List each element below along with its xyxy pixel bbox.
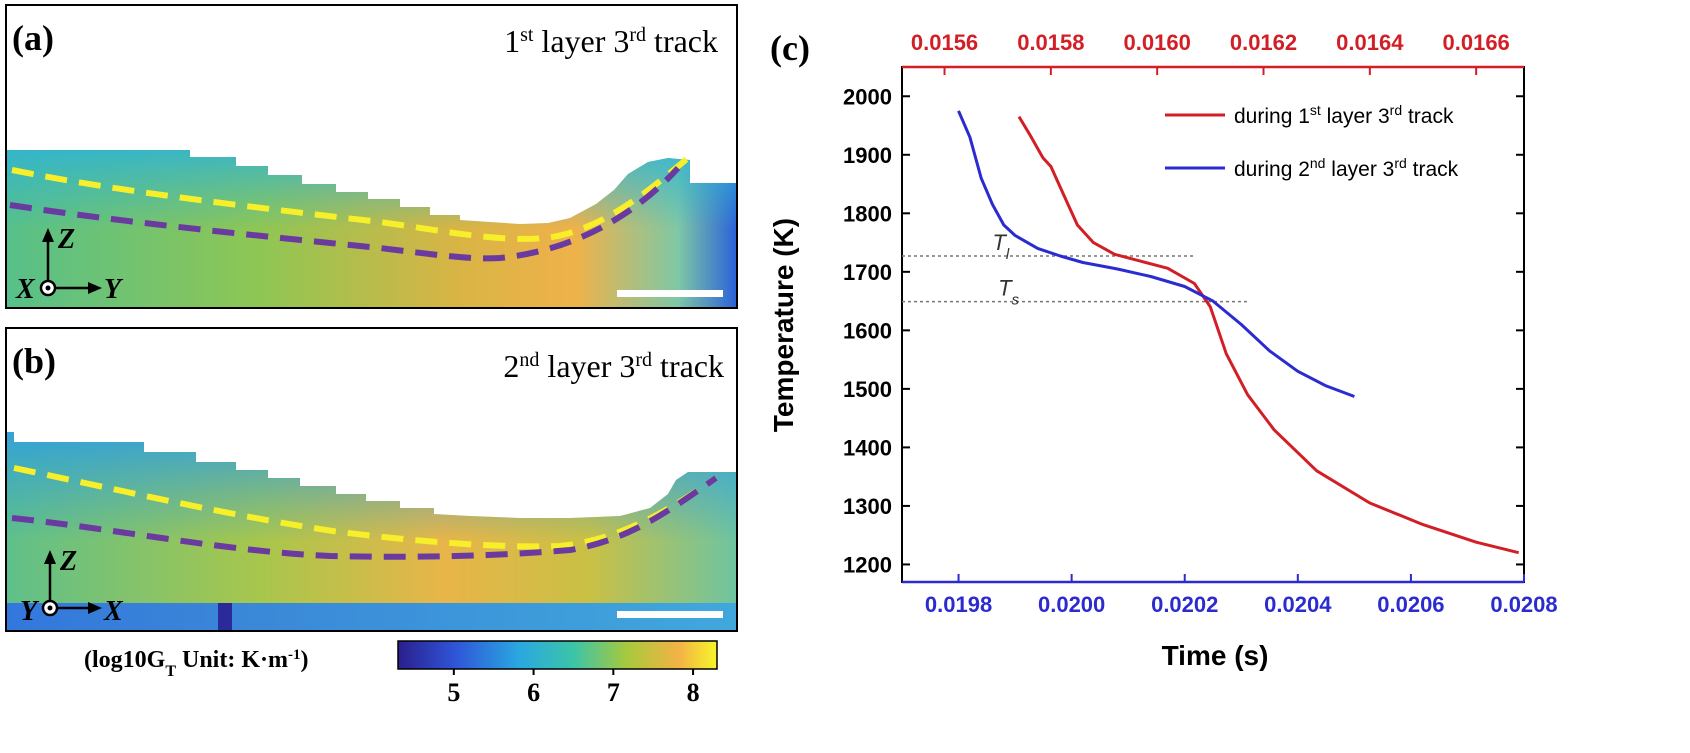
- y-tick-label: 1300: [843, 494, 892, 519]
- top-x-tick-label: 0.0158: [1017, 30, 1084, 55]
- top-x-tick-label: 0.0166: [1443, 30, 1510, 55]
- legend-label-1: during 1st layer 3rd track: [1234, 102, 1454, 128]
- panel-a-axis-x: X: [15, 274, 36, 305]
- panel-b-label: (b): [12, 341, 56, 381]
- panel-a-field-shade: [7, 150, 736, 307]
- colorbar-tick-label: 6: [527, 678, 540, 707]
- panel-a-axis-triad: Z X Y: [15, 224, 124, 305]
- panel-b-axis-z: Z: [59, 546, 77, 577]
- y-tick-label: 1800: [843, 201, 892, 226]
- chart-panel-c: (c) 1200 1300 1400 1500 1600 1700 1800 1900 2000…: [768, 28, 1558, 671]
- bottom-x-tick-label: 0.0204: [1264, 592, 1332, 617]
- top-x-tick-label: 0.0164: [1336, 30, 1404, 55]
- y-tick-label: 1200: [843, 552, 892, 577]
- panel-a-axis-y: Y: [104, 274, 124, 305]
- panel-b-substrate: [7, 603, 736, 630]
- top-x-tick-label: 0.0162: [1230, 30, 1297, 55]
- axes: 1200 1300 1400 1500 1600 1700 1800 1900 2000 0.01…: [843, 30, 1558, 617]
- series-line-1: [1017, 115, 1520, 555]
- threshold-label-s: Ts: [998, 276, 1019, 309]
- panel-b-axis-x: X: [103, 596, 124, 627]
- panel-a-axis-z: Z: [57, 224, 75, 255]
- panel-a-solidus-contour: [9, 165, 681, 262]
- colorbar-tick-label: 5: [447, 678, 460, 707]
- colorbar: (log10GT Unit: K·m-1) 5 6 7 8: [84, 640, 718, 707]
- panel-a: (a) 1st layer 3rd track Z X Y: [5, 4, 738, 309]
- colorbar-tick-label: 8: [687, 678, 700, 707]
- y-tick-label: 1600: [843, 318, 892, 343]
- plot-frame: [901, 66, 1525, 583]
- bottom-x-tick-label: 0.0202: [1151, 592, 1218, 617]
- top-x-tick-label: 0.0160: [1124, 30, 1191, 55]
- panel-b-title: 2nd layer 3rd track: [503, 348, 724, 384]
- colorbar-label: (log10GT Unit: K·m-1): [84, 647, 309, 680]
- y-tick-label: 1400: [843, 435, 892, 460]
- x-arrow-icon: [88, 602, 102, 614]
- bottom-x-tick-label: 0.0200: [1038, 592, 1105, 617]
- y-tick-label: 2000: [843, 84, 892, 109]
- panel-a-label: (a): [12, 18, 54, 58]
- panel-b-substrate-dark-band: [218, 603, 232, 630]
- panel-a-title: 1st layer 3rd track: [504, 23, 718, 59]
- series-line-2: [957, 110, 1355, 398]
- y-tick-label: 1500: [843, 377, 892, 402]
- x-axis-label: Time (s): [1162, 640, 1269, 671]
- z-arrow-icon: [42, 228, 54, 242]
- annotations: Tl Ts: [902, 230, 1247, 308]
- chart-label: (c): [770, 28, 810, 68]
- panel-b-axis-triad: Z Y X: [20, 546, 124, 627]
- y-tick-label: 1700: [843, 260, 892, 285]
- panel-b-axis-y: Y: [20, 596, 40, 627]
- series-lines: [957, 110, 1520, 555]
- bottom-x-tick-label: 0.0208: [1490, 592, 1557, 617]
- colorbar-gradient: [397, 640, 718, 670]
- bottom-x-tick-label: 0.0206: [1377, 592, 1444, 617]
- legend-label-2: during 2nd layer 3rd track: [1234, 155, 1459, 181]
- legend: during 1st layer 3rd track during 2nd lay…: [1165, 102, 1459, 181]
- threshold-label-l: Tl: [992, 230, 1009, 263]
- panel-b-solidus-contour: [11, 475, 718, 560]
- z-arrow-icon: [44, 550, 56, 564]
- colorbar-tick-label: 7: [607, 678, 620, 707]
- y-axis-label: Temperature (K): [768, 218, 799, 432]
- panel-b-scale-bar: [617, 611, 723, 618]
- bottom-x-tick-label: 0.0198: [925, 592, 992, 617]
- panel-b-field-shade: [7, 432, 736, 630]
- y-tick-label: 1900: [843, 143, 892, 168]
- colorbar-ticks: 5 6 7 8: [447, 669, 700, 707]
- panel-b-liquidus-contour: [13, 465, 718, 550]
- top-x-tick-label: 0.0156: [911, 30, 978, 55]
- panel-a-liquidus-contour: [11, 155, 690, 242]
- panel-b: (b) 2nd layer 3rd track Z Y X: [5, 327, 738, 632]
- y-arrow-icon: [88, 282, 102, 294]
- panel-a-scale-bar: [617, 290, 723, 297]
